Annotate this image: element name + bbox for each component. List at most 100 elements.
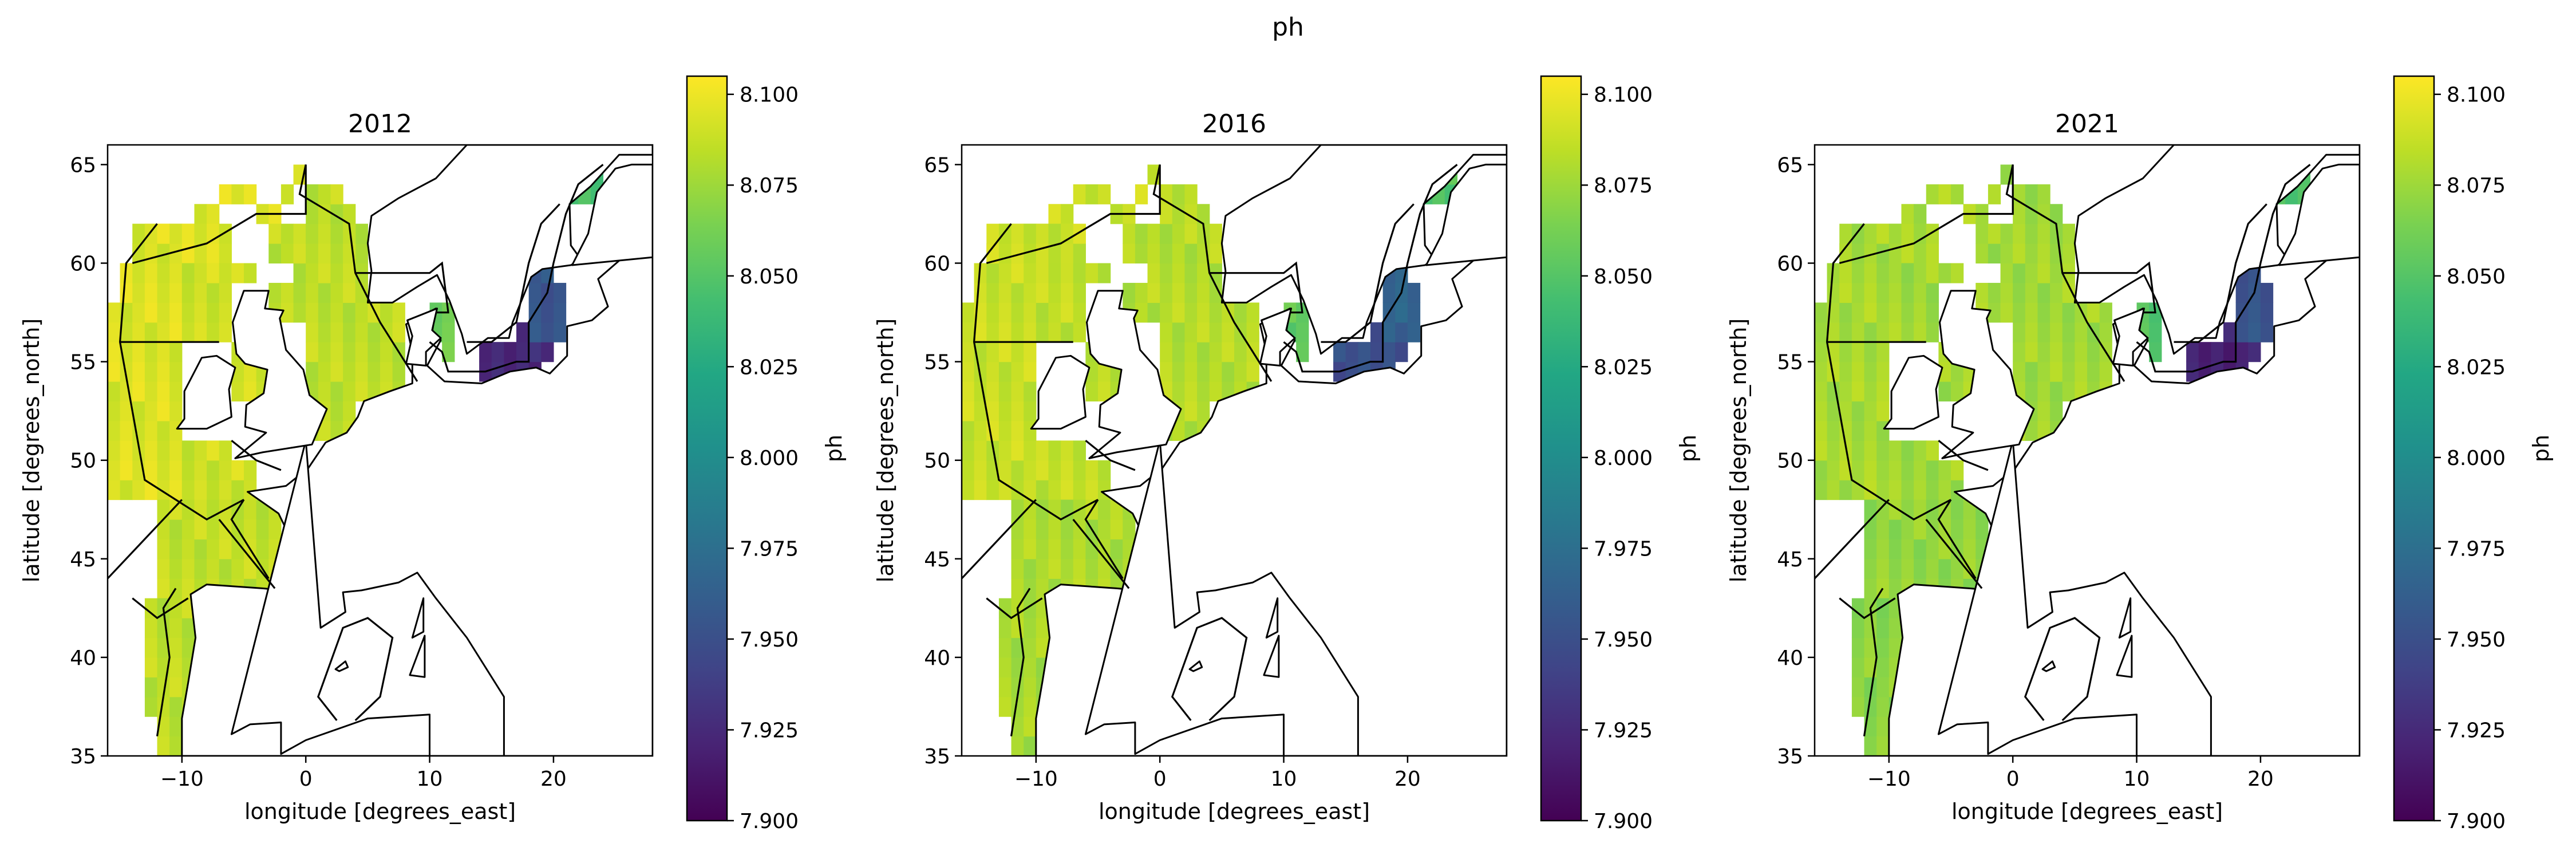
grid-cell xyxy=(1827,322,1840,342)
x-tick-label: −10 xyxy=(160,767,204,791)
land-layer xyxy=(1883,145,2360,756)
grid-cell xyxy=(1147,223,1160,244)
grid-cell xyxy=(1061,204,1074,224)
grid-cell xyxy=(1011,302,1024,323)
grid-cell xyxy=(998,598,1012,618)
grid-cell xyxy=(1839,401,1852,421)
grid-cell xyxy=(1876,302,1890,323)
region-boundary xyxy=(156,588,177,736)
grid-cell xyxy=(157,223,170,244)
grid-cell xyxy=(1147,302,1160,323)
grid-cell xyxy=(318,342,331,362)
grid-cell xyxy=(1382,342,1396,362)
grid-cell xyxy=(1110,539,1123,559)
grid-cell xyxy=(2025,342,2038,362)
grid-cell xyxy=(1061,223,1074,244)
grid-cell xyxy=(380,302,393,323)
grid-cell xyxy=(1085,381,1099,402)
coastline xyxy=(1425,163,1507,266)
grid-cell xyxy=(306,322,319,342)
grid-cell xyxy=(343,282,356,303)
grid-cell xyxy=(1864,342,1877,362)
grid-cell xyxy=(380,361,393,382)
grid-cell xyxy=(1184,184,1198,204)
grid-cell xyxy=(1135,282,1148,303)
colorbar-tick-label: 8.075 xyxy=(740,174,799,198)
grid-cell xyxy=(207,243,220,264)
grid-cell xyxy=(144,598,158,618)
grid-cell xyxy=(1901,440,1914,461)
grid-cell xyxy=(343,381,356,402)
grid-cell xyxy=(2062,282,2075,303)
grid-cell xyxy=(528,322,542,342)
grid-cell xyxy=(1160,302,1173,323)
grid-cell xyxy=(194,204,207,224)
region-boundary xyxy=(1839,597,1896,620)
region-boundary xyxy=(2062,261,2156,314)
grid-cell xyxy=(2087,302,2100,323)
grid-cell xyxy=(1370,342,1384,362)
grid-cell xyxy=(2013,204,2026,224)
grid-cell xyxy=(1827,460,1840,480)
grid-cell xyxy=(330,342,343,362)
grid-cell xyxy=(1011,361,1024,382)
grid-cell xyxy=(144,696,158,717)
grid-cell xyxy=(207,204,220,224)
grid-cell xyxy=(1197,204,1210,224)
grid-cell xyxy=(169,677,183,698)
grid-cell xyxy=(1197,381,1210,402)
grid-cell xyxy=(1024,342,1037,362)
x-tick-label: 20 xyxy=(540,767,567,791)
grid-cell xyxy=(194,558,207,579)
grid-cell xyxy=(268,223,282,244)
grid-cell xyxy=(108,480,121,501)
grid-cell xyxy=(194,263,207,283)
grid-cell xyxy=(1864,440,1877,461)
colorbar-tick-label: 8.025 xyxy=(2447,356,2506,379)
grid-cell xyxy=(1036,223,1049,244)
grid-cell xyxy=(1901,282,1914,303)
grid-cell xyxy=(1172,420,1186,441)
grid-cell xyxy=(2000,282,2013,303)
grid-cell xyxy=(2149,342,2162,362)
grid-cell xyxy=(169,401,183,421)
region-northeast_atlantic xyxy=(962,164,1160,501)
grid-cell xyxy=(1938,381,1951,402)
grid-cell xyxy=(231,381,244,402)
grid-cell xyxy=(2037,401,2050,421)
region-boundary xyxy=(2024,617,2101,722)
grid-cell xyxy=(169,361,183,382)
grid-cell xyxy=(1123,519,1136,539)
grid-cell xyxy=(1851,342,1865,362)
grid-cell xyxy=(194,440,207,461)
grid-cell xyxy=(1061,322,1074,342)
grid-cell xyxy=(1864,519,1877,539)
grid-cell xyxy=(144,282,158,303)
grid-cell xyxy=(1073,322,1086,342)
grid-cell xyxy=(157,361,170,382)
grid-cell xyxy=(2037,342,2050,362)
grid-cell xyxy=(1296,342,1309,362)
grid-cell xyxy=(1197,282,1210,303)
grid-cell xyxy=(306,243,319,264)
grid-cell xyxy=(1184,381,1198,402)
grid-cell xyxy=(1073,263,1086,283)
grid-cell xyxy=(2050,401,2063,421)
grid-cell xyxy=(1876,637,1890,658)
region-boundaries xyxy=(962,164,1458,736)
grid-cell xyxy=(1135,302,1148,323)
grid-cell xyxy=(1827,361,1840,382)
grid-cell xyxy=(1209,302,1222,323)
colorbar-tick-label: 7.975 xyxy=(1594,537,1653,561)
grid-cell xyxy=(1864,401,1877,421)
grid-cell xyxy=(231,480,244,501)
grid-cell xyxy=(194,499,207,520)
grid-cell xyxy=(1988,302,2001,323)
region-celtic_seas xyxy=(1036,263,1123,501)
grid-cell xyxy=(181,263,195,283)
grid-cell xyxy=(1370,322,1384,342)
region-boundary xyxy=(218,518,276,589)
grid-cell xyxy=(194,480,207,501)
grid-cell xyxy=(1864,263,1877,283)
grid-cell xyxy=(1011,539,1024,559)
